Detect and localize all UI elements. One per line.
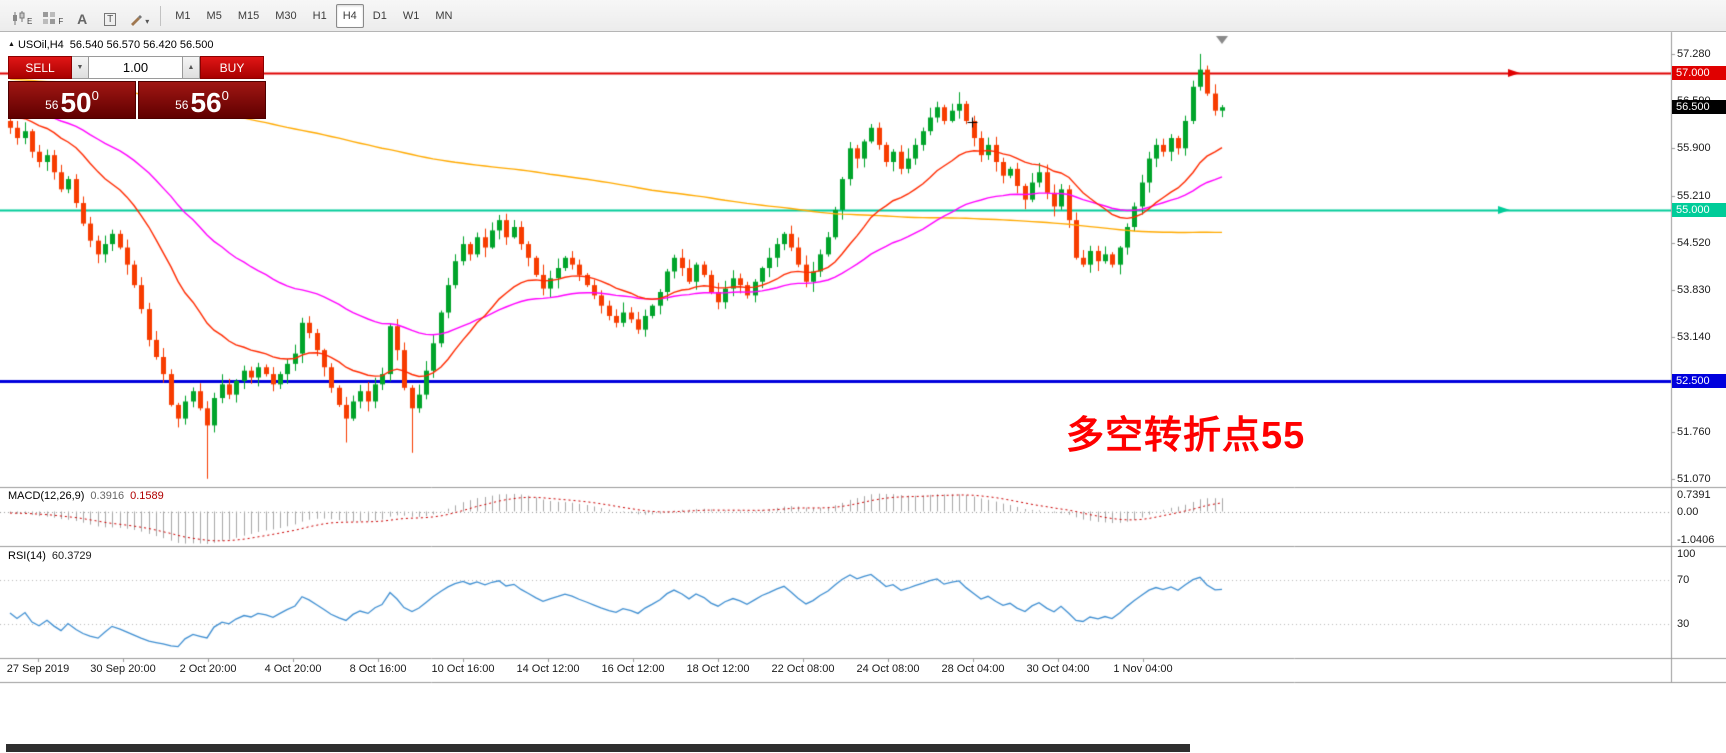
collapse-triangle-icon[interactable]: ▲ [8, 41, 15, 48]
timeframe-button-group: M1 M5 M15 M30 H1 H4 D1 W1 MN [167, 3, 460, 28]
timeframe-button-m5[interactable]: M5 [206, 9, 222, 22]
trade-controls-row: SELL ▼ ▲ BUY [8, 56, 266, 79]
draw-tool-icon[interactable]: ▾ [125, 4, 153, 28]
price-line-badge-52.500: 52.500 [1672, 373, 1726, 388]
ask-quote-button[interactable]: 56 56 0 [138, 81, 266, 119]
time-axis-label: 4 Oct 20:00 [264, 663, 322, 675]
price-axis-label: 54.520 [1677, 236, 1711, 249]
price-axis-label: 57.280 [1677, 47, 1711, 60]
text-a-glyph: A [77, 10, 88, 27]
dropdown-caret-icon: ▾ [145, 16, 150, 26]
quote-row: 56 50 0 56 56 0 [8, 81, 266, 119]
volume-input[interactable] [89, 56, 183, 79]
text-t-glyph: T [104, 12, 117, 26]
tile-glyph [43, 11, 56, 24]
time-axis-label: 1 Nov 04:00 [1113, 663, 1173, 675]
bid-big-digits: 50 [60, 87, 92, 119]
chart-text-annotation: 多空转折点55 [1066, 415, 1306, 457]
time-axis-label: 24 Oct 08:00 [856, 663, 920, 675]
bid-quote-button[interactable]: 56 50 0 [8, 81, 136, 119]
ask-prefix: 56 [175, 98, 189, 112]
time-axis-label: 18 Oct 12:00 [686, 663, 750, 675]
time-axis-label: 2 Oct 20:00 [179, 663, 237, 675]
time-axis-label: 30 Sep 20:00 [90, 663, 156, 675]
icon-sub-letter: F [58, 16, 64, 26]
rsi-axis-label: 30 [1677, 618, 1690, 631]
time-axis-label: 28 Oct 04:00 [941, 663, 1005, 675]
macd-signal-value: 0.1589 [130, 490, 164, 502]
time-axis-label: 10 Oct 16:00 [431, 663, 495, 675]
timeframe-button-w1[interactable]: W1 [402, 9, 420, 22]
current-price-badge: 56.500 [1672, 100, 1726, 115]
ask-superscript: 0 [221, 88, 229, 103]
ask-big-digits: 56 [190, 87, 222, 119]
toolbar-separator [160, 5, 162, 26]
volume-increment-button[interactable]: ▲ [183, 56, 200, 79]
macd-axis-label: 0.7391 [1677, 489, 1711, 501]
symbol-header: ▲ USOil,H4 56.540 56.570 56.420 56.500 [8, 39, 214, 51]
price-line-badge-57.000: 57.000 [1672, 66, 1726, 81]
macd-name: MACD(12,26,9) [8, 490, 85, 502]
rsi-axis-label: 100 [1677, 548, 1696, 560]
bid-prefix: 56 [45, 98, 59, 112]
symbol-name: USOil,H4 [17, 39, 64, 51]
pencil-glyph [131, 14, 143, 26]
bid-superscript: 0 [91, 88, 99, 103]
timeframe-button-m15[interactable]: M15 [237, 9, 260, 22]
icon-sub-letter: E [27, 16, 33, 26]
price-axis-label: 51.070 [1677, 472, 1711, 485]
macd-label: MACD(12,26,9) 0.3916 0.1589 [8, 490, 164, 502]
price-axis-label: 53.830 [1677, 283, 1711, 296]
timeframe-button-mn[interactable]: MN [435, 9, 453, 22]
candlestick-glyph [13, 10, 25, 25]
time-axis-label: 14 Oct 12:00 [516, 663, 580, 675]
text-tool-icon[interactable]: A [69, 4, 95, 28]
timeframe-button-h1[interactable]: H1 [312, 9, 327, 22]
price-axis-label: 51.760 [1677, 425, 1711, 438]
textbox-tool-icon[interactable]: T [97, 4, 123, 28]
volume-decrement-button[interactable]: ▼ [72, 56, 89, 79]
rsi-value: 60.3729 [51, 550, 92, 562]
timeframe-button-m30[interactable]: M30 [275, 9, 297, 22]
time-axis-label: 22 Oct 08:00 [771, 663, 835, 675]
sell-button[interactable]: SELL [8, 56, 72, 79]
rsi-name: RSI(14) [8, 550, 46, 562]
timeframe-button-h4[interactable]: H4 [335, 3, 364, 28]
candlestick-chart-icon[interactable]: E [7, 4, 36, 28]
price-axis-label: 55.900 [1677, 142, 1711, 155]
top-toolbar: E F A T ▾ M1 M5 M15 M30 H1 H4 D1 W1 MN [0, 0, 1726, 32]
timeframe-button-m1[interactable]: M1 [175, 9, 191, 22]
price-axis-label: 53.140 [1677, 331, 1711, 344]
rsi-label: RSI(14) 60.3729 [8, 550, 92, 562]
price-line-badge-55.000: 55.000 [1672, 202, 1726, 217]
ohlc-readout: 56.540 56.570 56.420 56.500 [69, 39, 214, 51]
buy-button[interactable]: BUY [200, 56, 264, 79]
toolbar-icon-group: E F A T ▾ [6, 4, 154, 28]
timeframe-button-d1[interactable]: D1 [372, 9, 387, 22]
time-axis-label: 30 Oct 04:00 [1026, 663, 1090, 675]
tile-windows-icon[interactable]: F [38, 4, 67, 28]
macd-axis-label: -1.0406 [1677, 534, 1715, 546]
rsi-axis-label: 70 [1677, 573, 1690, 586]
time-axis-label: 16 Oct 12:00 [601, 663, 665, 675]
macd-axis-label: 0.00 [1677, 505, 1699, 518]
macd-main-value: 0.3916 [90, 490, 125, 502]
one-click-trade-panel: SELL ▼ ▲ BUY 56 50 0 56 56 0 [8, 56, 266, 119]
horizontal-scrollbar[interactable] [6, 744, 1190, 752]
price-axis-label: 55.210 [1677, 189, 1711, 202]
time-axis-label: 8 Oct 16:00 [349, 663, 407, 675]
time-axis-label: 27 Sep 2019 [6, 663, 70, 675]
